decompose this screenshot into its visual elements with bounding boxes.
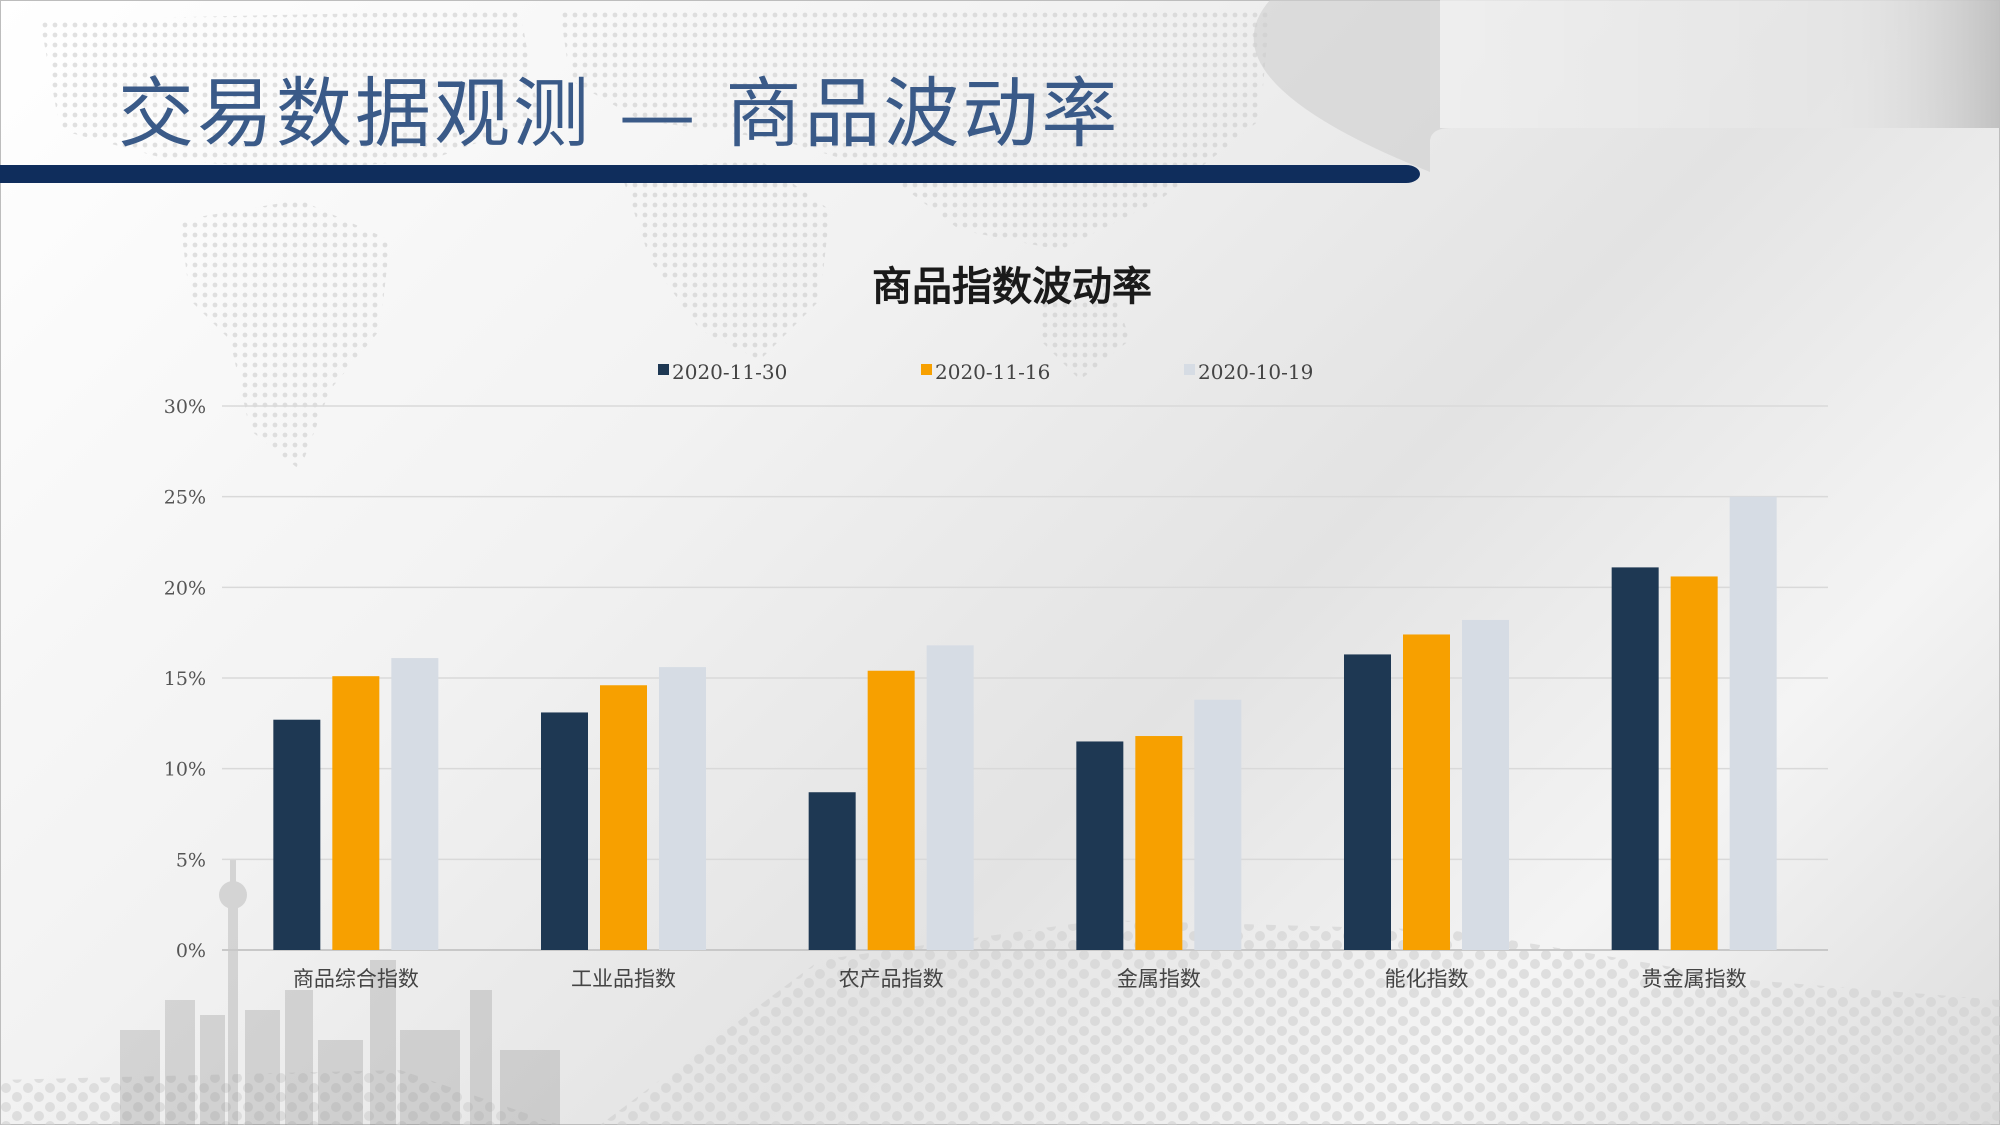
bar [1344,654,1391,950]
bar [273,719,321,950]
skyline-silhouette [120,860,560,1125]
x-tick-label: 农产品指数 [839,967,944,991]
y-axis: 0% 5% 10% 15% 20% 25% 30% [164,396,206,962]
legend-label: 2020-11-30 [672,360,787,384]
x-tick-label: 贵金属指数 [1642,967,1747,991]
y-tick-label: 15% [164,668,206,690]
bar [332,676,380,950]
bar [659,667,706,950]
bar [1611,567,1659,950]
x-tick-label: 商品综合指数 [293,967,419,991]
y-tick-label: 30% [164,396,206,418]
bar [1729,496,1777,950]
bar [541,712,588,950]
x-axis: 商品综合指数 工业品指数 农产品指数 金属指数 能化指数 贵金属指数 [293,967,1747,991]
x-tick-label: 能化指数 [1385,967,1469,991]
page-title: 交易数据观测 — 商品波动率 [118,69,1121,158]
chart-title: 商品指数波动率 [872,264,1152,310]
header-band [1253,0,2000,172]
bar [1076,741,1124,950]
x-tick-label: 金属指数 [1117,967,1201,991]
y-tick-label: 0% [176,940,206,962]
chart-legend: 2020-11-30 2020-11-16 2020-10-19 [658,360,1313,384]
legend-swatch [1184,364,1195,375]
y-tick-label: 10% [164,759,206,781]
bar [600,685,647,950]
bar [1403,634,1450,950]
x-tick-label: 工业品指数 [571,967,676,991]
y-tick-label: 5% [176,849,206,871]
y-tick-label: 20% [164,577,206,599]
bar [1670,576,1718,950]
bar [1462,619,1509,950]
bar [1135,736,1183,950]
legend-swatch [658,364,669,375]
legend-label: 2020-10-19 [1198,360,1313,384]
y-tick-label: 25% [164,487,206,509]
bar [867,670,915,950]
legend-swatch [921,364,932,375]
bar [1194,699,1242,950]
chart-gridlines [222,405,1828,951]
bar [391,658,439,950]
title-underline-bar [0,165,1420,183]
chart-bars [273,496,1777,950]
legend-label: 2020-11-16 [935,360,1050,384]
bar [926,645,974,950]
bar [808,792,856,950]
